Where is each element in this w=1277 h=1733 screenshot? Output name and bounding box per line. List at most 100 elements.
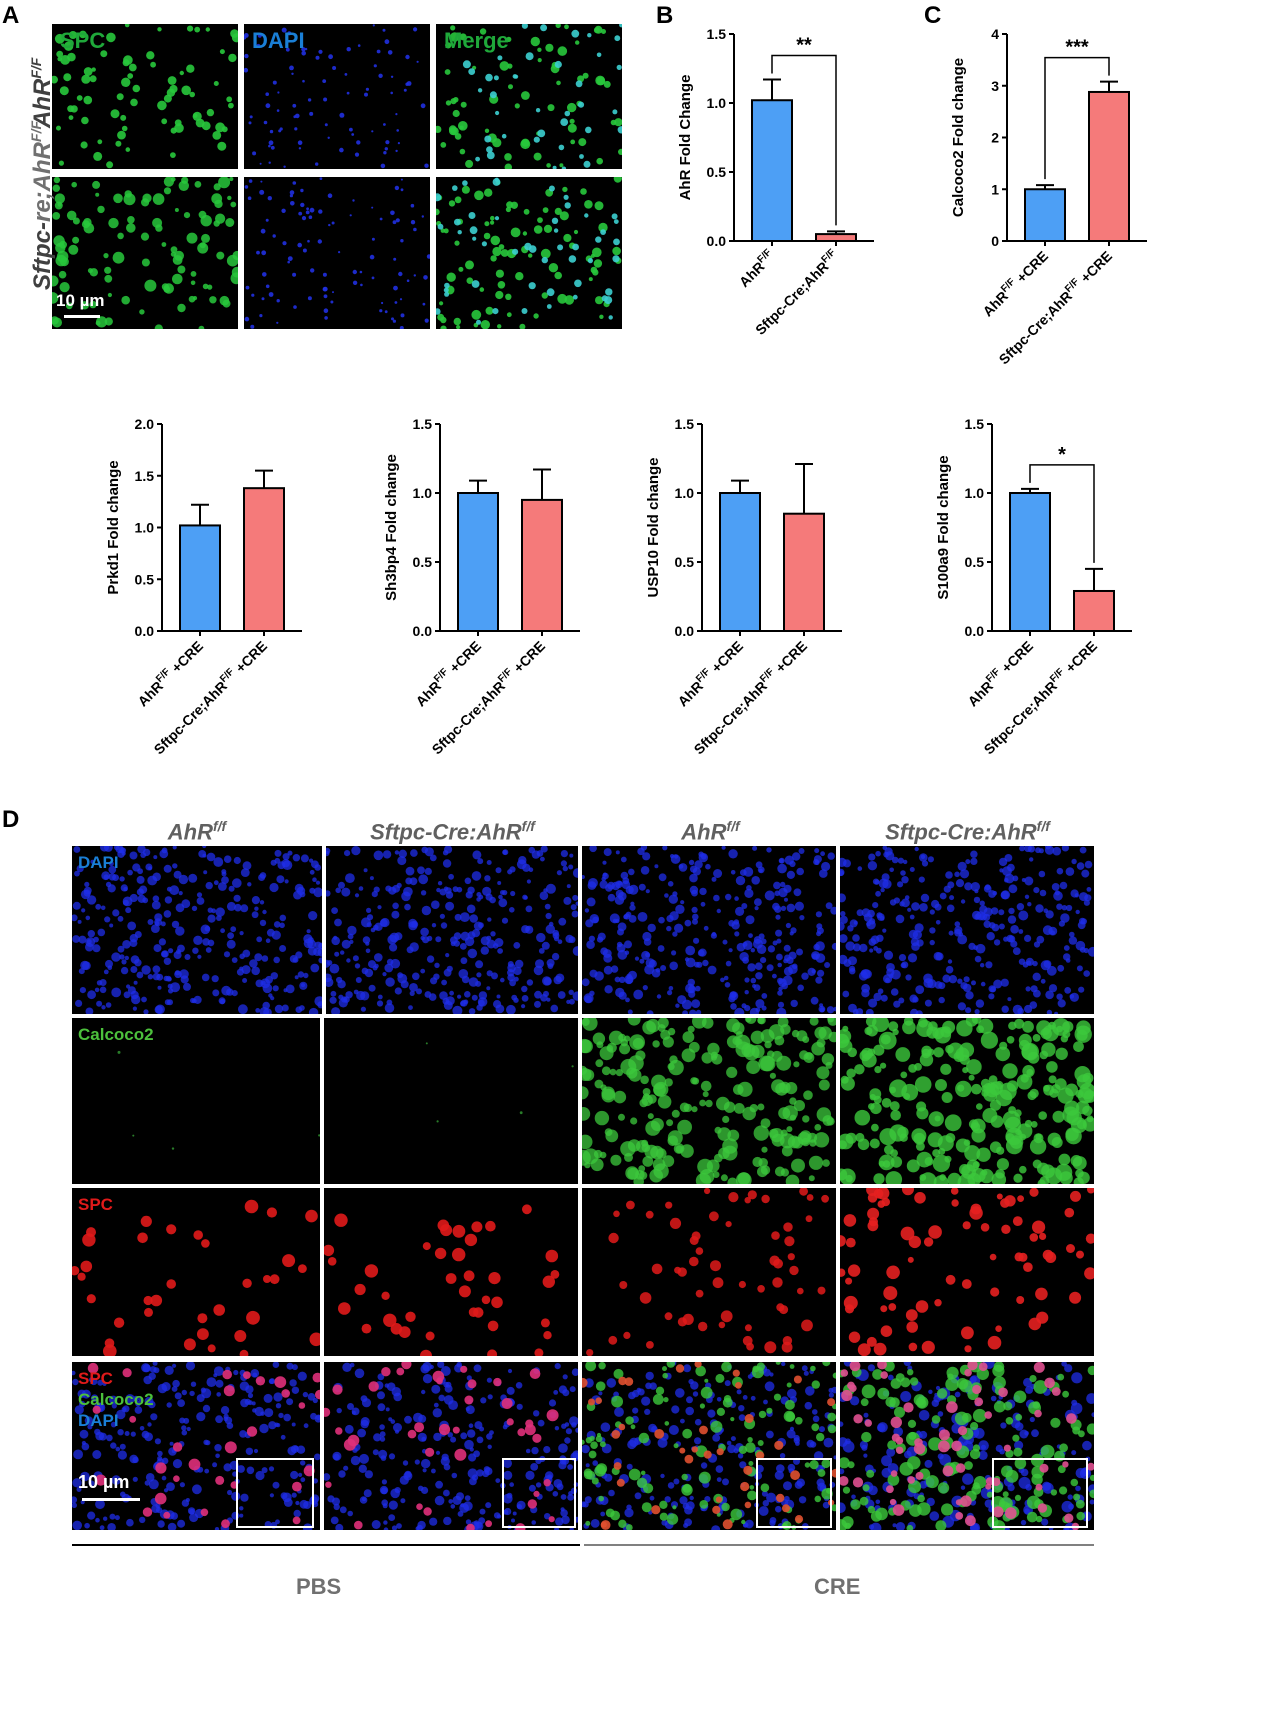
cell-dot bbox=[1038, 1111, 1047, 1120]
cell-dot bbox=[247, 1392, 254, 1399]
cell-dot bbox=[485, 306, 494, 315]
cell-dot bbox=[1018, 1476, 1031, 1489]
cell-dot bbox=[969, 1448, 981, 1460]
cell-dot bbox=[907, 1476, 915, 1484]
micro-d-merge-labels: SPC Calcoco2 DAPI bbox=[78, 1368, 154, 1431]
panel-a-letter: A bbox=[2, 2, 20, 29]
cell-dot bbox=[223, 951, 231, 958]
cell-dot bbox=[880, 1062, 887, 1069]
cell-dot bbox=[92, 180, 101, 189]
cell-dot bbox=[887, 1440, 897, 1450]
cell-dot bbox=[760, 1483, 770, 1492]
cell-dot bbox=[854, 1064, 865, 1075]
cell-dot bbox=[287, 850, 293, 856]
cell-dot bbox=[109, 923, 114, 928]
cell-dot bbox=[935, 920, 941, 925]
cell-dot bbox=[871, 1123, 879, 1132]
cell-dot bbox=[750, 948, 755, 953]
cell-dot bbox=[189, 91, 195, 98]
cell-dot bbox=[1012, 1434, 1020, 1442]
cell-dot bbox=[673, 1478, 680, 1485]
cell-dot bbox=[143, 1009, 149, 1014]
cell-dot bbox=[691, 906, 698, 913]
cell-dot bbox=[112, 909, 120, 917]
cell-dot bbox=[646, 1010, 654, 1014]
cell-dot bbox=[653, 1081, 669, 1097]
cell-dot bbox=[684, 1518, 692, 1527]
cell-dot bbox=[1059, 1486, 1068, 1495]
cell-dot bbox=[673, 1443, 679, 1449]
cell-dot bbox=[751, 1366, 764, 1379]
cell-dot bbox=[393, 257, 397, 261]
cell-dot bbox=[84, 1416, 94, 1425]
cell-dot bbox=[1029, 1375, 1037, 1383]
cell-dot bbox=[300, 188, 304, 193]
cell-dot bbox=[506, 1492, 513, 1499]
cell-dot bbox=[499, 61, 510, 71]
y-tick-label: 2 bbox=[991, 130, 999, 146]
cell-dot bbox=[831, 942, 836, 951]
y-tick-label: 1.5 bbox=[707, 26, 727, 42]
cell-dot bbox=[1024, 876, 1034, 886]
cell-dot bbox=[913, 1132, 926, 1145]
cell-dot bbox=[490, 235, 501, 246]
cell-dot bbox=[696, 1009, 702, 1014]
cell-dot bbox=[779, 857, 785, 864]
cell-dot bbox=[948, 975, 958, 984]
cell-dot bbox=[298, 147, 302, 150]
cell-dot bbox=[262, 1001, 270, 1010]
cell-dot bbox=[1071, 1399, 1078, 1406]
cell-dot bbox=[334, 918, 342, 927]
cell-dot bbox=[246, 1426, 258, 1437]
cell-dot bbox=[613, 1090, 627, 1104]
y-axis-label: USP10 Fold change bbox=[645, 457, 662, 597]
cell-dot bbox=[99, 1525, 105, 1530]
cell-dot bbox=[1032, 972, 1041, 981]
cell-dot bbox=[151, 924, 160, 933]
cell-dot bbox=[594, 1110, 610, 1126]
cell-dot bbox=[613, 1368, 624, 1379]
cell-dot bbox=[833, 1455, 836, 1460]
cell-dot bbox=[318, 1134, 320, 1137]
cell-dot bbox=[392, 902, 399, 910]
cell-dot bbox=[547, 104, 555, 112]
cell-dot bbox=[498, 894, 503, 900]
cell-dot bbox=[268, 292, 274, 297]
cell-dot bbox=[136, 971, 144, 979]
cell-dot bbox=[145, 1473, 155, 1482]
cell-dot bbox=[845, 1174, 853, 1183]
cell-dot bbox=[443, 228, 449, 234]
cell-dot bbox=[171, 1386, 178, 1392]
cell-dot bbox=[662, 846, 668, 851]
cell-dot bbox=[986, 932, 995, 941]
cell-dot bbox=[980, 1031, 998, 1049]
cell-dot bbox=[290, 1445, 299, 1454]
cell-dot bbox=[139, 885, 148, 894]
cell-dot bbox=[1076, 1100, 1090, 1115]
cell-dot bbox=[840, 1457, 850, 1469]
cell-dot bbox=[440, 1456, 450, 1466]
cell-dot bbox=[897, 857, 904, 864]
cell-dot bbox=[677, 1317, 687, 1327]
micro-a-merge-row1-dots bbox=[436, 24, 622, 169]
cell-dot bbox=[497, 281, 506, 289]
cell-dot bbox=[938, 1440, 950, 1453]
cell-dot bbox=[328, 223, 331, 227]
cell-dot bbox=[177, 1519, 186, 1528]
cell-dot bbox=[915, 985, 925, 994]
cell-dot bbox=[692, 1018, 707, 1029]
micro-d-dapi-label: DAPI bbox=[78, 853, 119, 872]
cell-dot bbox=[440, 922, 448, 929]
cell-dot bbox=[786, 1429, 796, 1439]
cell-dot bbox=[226, 254, 238, 267]
cell-dot bbox=[487, 1394, 493, 1400]
cell-dot bbox=[840, 1502, 846, 1513]
cell-dot bbox=[793, 1434, 800, 1442]
cell-dot bbox=[291, 1492, 297, 1498]
cell-dot bbox=[161, 1475, 167, 1481]
cell-dot bbox=[134, 931, 142, 938]
cell-dot bbox=[479, 28, 487, 35]
cell-dot bbox=[547, 1474, 553, 1480]
cell-dot bbox=[331, 907, 338, 914]
inset-box-2 bbox=[502, 1458, 576, 1528]
